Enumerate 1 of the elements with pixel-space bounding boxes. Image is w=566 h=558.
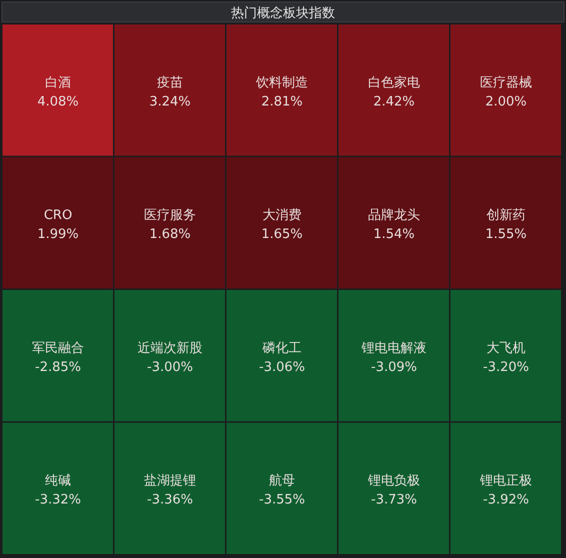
title: 热门概念板块指数 xyxy=(231,6,335,21)
